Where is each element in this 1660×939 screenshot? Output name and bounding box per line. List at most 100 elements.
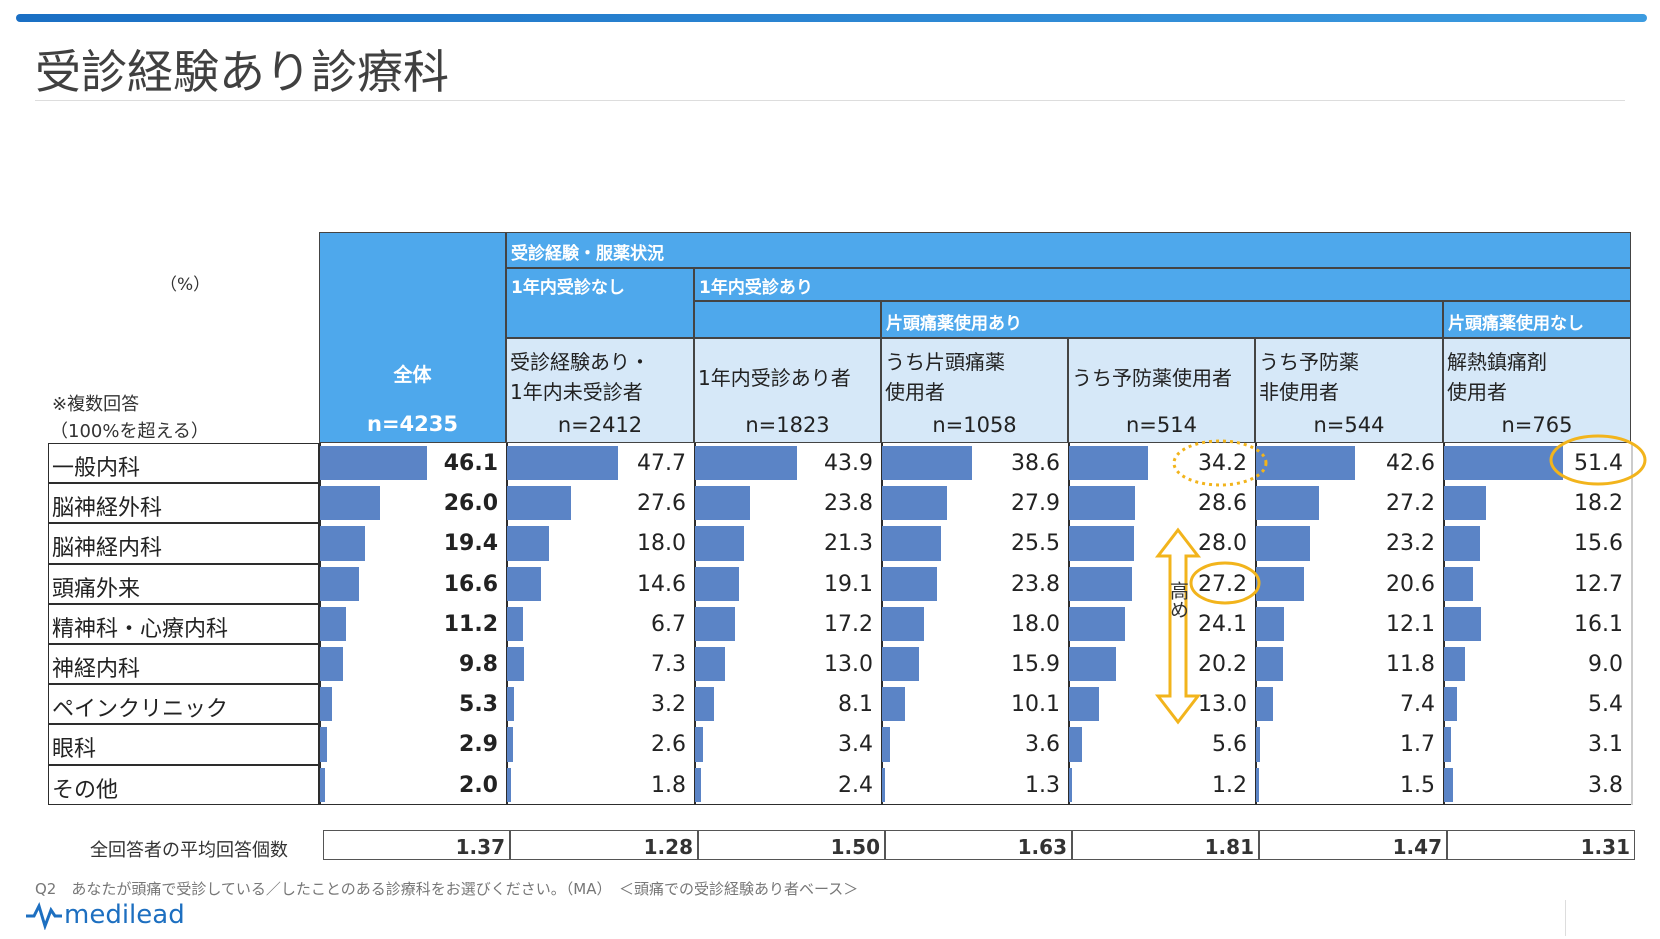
value: 24.1 [1198, 611, 1247, 637]
bar [1256, 486, 1320, 521]
value: 28.6 [1198, 491, 1247, 517]
row-label-cell [48, 443, 319, 484]
column-header [881, 338, 1068, 443]
value: 3.6 [1025, 732, 1060, 758]
bar [507, 526, 549, 561]
value: 16.1 [1574, 611, 1623, 637]
row-label: 精神科・心療内科 [52, 616, 229, 642]
bar [882, 606, 924, 641]
value: 1.7 [1400, 732, 1435, 758]
circle [1549, 434, 1647, 486]
value: 12.1 [1386, 611, 1435, 637]
column-n: n=1058 [932, 413, 1017, 437]
bar [507, 727, 514, 762]
subsubgroup-header: 片頭痛薬使用なし [1443, 301, 1631, 338]
bar [1256, 606, 1285, 641]
value: 47.7 [637, 451, 686, 476]
bar [882, 647, 919, 682]
bar [695, 647, 726, 682]
bar [1444, 566, 1474, 601]
average-cell: 1.37 [323, 830, 510, 860]
value: 23.8 [1011, 571, 1060, 597]
note: ※複数回答 [52, 394, 140, 415]
subgroup-header: 1年内受診あり [694, 268, 1631, 301]
column-n: n=514 [1126, 413, 1197, 437]
bar [320, 566, 359, 601]
column-n: n=544 [1313, 413, 1385, 437]
bar [882, 727, 891, 762]
average-cell: 1.81 [1072, 830, 1259, 860]
value: 27.2 [1198, 571, 1247, 597]
value: 3.1 [1588, 732, 1623, 758]
bar [1069, 606, 1125, 641]
subgroup-blank [694, 301, 881, 338]
subsubgroup-header: 片頭痛薬使用あり [881, 301, 1443, 338]
value: 12.7 [1574, 571, 1623, 597]
bar [1069, 647, 1116, 682]
value: 34.2 [1198, 451, 1247, 476]
row-label: 一般内科 [52, 456, 141, 481]
bar [695, 486, 751, 521]
bar [1256, 687, 1274, 722]
value: 23.2 [1386, 531, 1435, 557]
value: 5.6 [1212, 732, 1247, 758]
bar [1069, 727, 1082, 762]
average-cell: 1.31 [1447, 830, 1635, 860]
value: 20.2 [1198, 652, 1247, 677]
bar [1256, 727, 1260, 762]
bar [1069, 687, 1100, 722]
bar [882, 767, 886, 802]
value: 14.6 [637, 571, 686, 597]
value: 23.8 [824, 491, 873, 517]
bar [1069, 767, 1072, 802]
column-n: n=2412 [557, 413, 643, 437]
bar [1069, 566, 1133, 601]
bar [320, 647, 343, 682]
value: 5.4 [1588, 692, 1623, 718]
arrow-label: 高め [1167, 581, 1189, 619]
bar [1444, 446, 1564, 481]
value: 21.3 [824, 531, 873, 557]
column-label: 非使用者 [1259, 380, 1339, 404]
value: 9.8 [459, 652, 498, 677]
bar [882, 446, 972, 481]
value: 20.6 [1386, 571, 1435, 597]
column-n: n=1823 [745, 413, 830, 437]
value: 6.7 [651, 611, 686, 637]
row-label: 頭痛外来 [52, 576, 141, 602]
bar [1444, 606, 1482, 641]
value: 3.2 [651, 692, 686, 718]
row-label: 脳神経内科 [52, 536, 163, 562]
bar [1069, 486, 1136, 521]
dotted-circle [1172, 439, 1268, 487]
column-header [1255, 338, 1443, 443]
bar [507, 566, 541, 601]
bar [1256, 526, 1310, 561]
bar [1444, 727, 1452, 762]
bar [882, 687, 906, 722]
value: 26.0 [443, 491, 498, 517]
bar [1256, 767, 1260, 802]
row-label: その他 [52, 777, 119, 803]
value: 16.6 [443, 571, 498, 597]
value: 38.6 [1011, 451, 1060, 476]
value: 5.3 [459, 692, 498, 718]
bar [695, 606, 735, 641]
column-header [1443, 338, 1631, 443]
column-header [1068, 338, 1255, 443]
bar [695, 446, 797, 481]
value: 42.6 [1386, 451, 1435, 476]
column-label: うち片頭痛薬 [885, 350, 1005, 374]
bar [320, 767, 325, 802]
bar [695, 687, 714, 722]
row-label-cell [48, 563, 319, 604]
row-label-cell [48, 724, 319, 765]
row-label: 眼科 [52, 737, 97, 763]
bar [882, 486, 947, 521]
value: 2.0 [459, 772, 498, 798]
group-header: 受診経験・服薬状況 [506, 232, 1631, 268]
value: 10.1 [1011, 692, 1060, 718]
total-label: 全体 [393, 364, 432, 386]
